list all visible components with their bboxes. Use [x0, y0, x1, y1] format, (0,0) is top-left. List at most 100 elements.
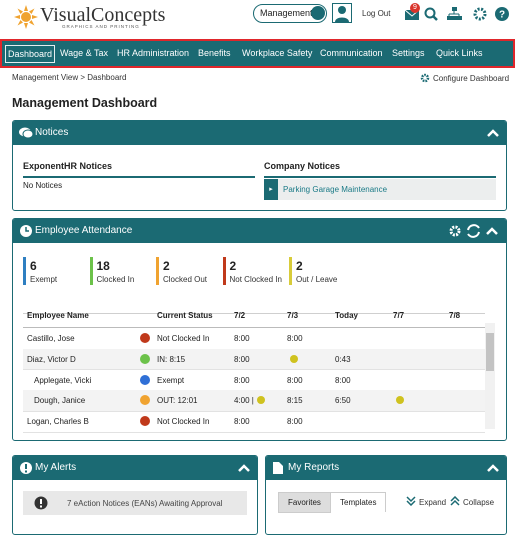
- stat-count: 2: [296, 259, 303, 273]
- column-header: 7/2: [234, 311, 246, 320]
- panel-actions[interactable]: [448, 224, 500, 238]
- stat-label[interactable]: Out / Leave: [296, 275, 338, 284]
- stat-bar: [222, 257, 226, 285]
- nav-item[interactable]: Workplace Safety: [242, 48, 313, 58]
- status: Not Clocked In: [157, 417, 210, 427]
- alerts-panel: My Alerts 7 eAction Notices (EANs) Await…: [12, 455, 258, 535]
- employee-name[interactable]: Logan, Charles B: [27, 417, 89, 427]
- nav-item[interactable]: Communication: [320, 48, 383, 58]
- stat-bar: [89, 257, 93, 285]
- notice-marker: ▸: [264, 179, 278, 200]
- alert-item[interactable]: 7 eAction Notices (EANs) Awaiting Approv…: [23, 491, 247, 515]
- collapse[interactable]: Collapse: [463, 498, 495, 507]
- status: IN: 8:15: [157, 354, 186, 364]
- notice-text: No Notices: [23, 181, 63, 190]
- stat-label[interactable]: Not Clocked In: [229, 275, 282, 284]
- stat-count: 6: [30, 259, 37, 273]
- row-stripe: [23, 390, 485, 412]
- nav-item[interactable]: Settings: [392, 48, 425, 58]
- time-cell: 8:00: [287, 417, 303, 427]
- stat-count: 18: [96, 259, 110, 273]
- table-rule: [23, 327, 495, 328]
- configure-dashboard[interactable]: Configure Dashboard: [433, 74, 510, 83]
- leave-dot: [396, 396, 404, 405]
- column-header: Current Status: [157, 311, 213, 320]
- notice-link[interactable]: Parking Garage Maintenance: [283, 185, 388, 194]
- notice-item[interactable]: ▸ Parking Garage Maintenance: [264, 179, 496, 200]
- panel-header: Employee Attendance: [13, 219, 506, 243]
- nav-item[interactable]: Wage & Tax: [60, 48, 109, 58]
- reports-panel: My Reports Favorites Templates Expand Co…: [265, 455, 507, 535]
- status-dot: [140, 333, 150, 343]
- logout[interactable]: Log Out: [362, 9, 391, 18]
- column-header: Today: [335, 311, 358, 320]
- nav-item[interactable]: HR Administration: [117, 48, 190, 58]
- employee-name[interactable]: Diaz, Victor D: [27, 354, 76, 364]
- stat-bar: [156, 257, 159, 285]
- toggle-knob: [311, 6, 325, 20]
- panel-title: Employee Attendance: [35, 225, 133, 236]
- stat-label[interactable]: Exempt: [30, 275, 58, 284]
- doc-icon: [273, 462, 283, 474]
- time-cell: 8:00: [287, 334, 303, 343]
- alert-text: 7 eAction Notices (EANs) Awaiting Approv…: [67, 499, 223, 508]
- profile-icon[interactable]: [332, 3, 352, 23]
- breadcrumb-item[interactable]: Management View: [12, 73, 79, 82]
- time-cell: 8:00: [287, 375, 303, 385]
- column-header: 7/8: [449, 311, 461, 320]
- toggle-label: Management: [260, 8, 313, 18]
- leave-dot: [290, 354, 298, 363]
- expand-icon: [406, 496, 416, 506]
- panel-header: Notices: [13, 121, 506, 145]
- mail-badge: 9: [410, 3, 420, 13]
- breadcrumb: Management View > Dashboard: [12, 73, 127, 82]
- employee-name[interactable]: Dough, Janice: [34, 396, 86, 406]
- panel-title: My Reports: [288, 462, 340, 473]
- time-cell: 8:15: [287, 396, 303, 406]
- stat-bar: [289, 257, 292, 285]
- section-title: ExponentHR Notices: [23, 161, 113, 171]
- gear-icon: [420, 73, 430, 83]
- collapse-icon[interactable]: [237, 462, 251, 474]
- logo-text: VisualConcepts: [40, 4, 166, 26]
- column-header: 7/7: [393, 311, 405, 320]
- column-header: Employee Name: [27, 311, 89, 320]
- alert-icon: [20, 462, 32, 474]
- logo-icon: [14, 5, 38, 29]
- section-rule: [264, 176, 496, 178]
- time-cell: 4:00 |: [234, 396, 254, 406]
- nav-item[interactable]: Quick Links: [436, 48, 483, 58]
- collapse-icon[interactable]: [486, 127, 500, 139]
- stat-count: 2: [229, 259, 237, 273]
- status: Exempt: [157, 375, 185, 385]
- time-cell: 0:43: [335, 354, 351, 364]
- time-cell: 8:00: [234, 334, 250, 343]
- nav-item[interactable]: Benefits: [198, 48, 231, 58]
- section-title: Company Notices: [264, 161, 341, 171]
- collapse-icon[interactable]: [486, 462, 500, 474]
- logo-tagline: GRAPHICS AND PRINTING: [62, 24, 140, 29]
- panel-title: Notices: [35, 127, 69, 138]
- stat-count: 2: [163, 259, 170, 273]
- section-rule: [23, 176, 255, 178]
- employee-name[interactable]: Applegate, Vicki: [34, 375, 92, 385]
- panel-header: My Alerts: [13, 456, 257, 480]
- header-icons[interactable]: ?: [404, 3, 514, 25]
- stat-label[interactable]: Clocked Out: [163, 275, 208, 284]
- tab-active[interactable]: Templates: [330, 492, 387, 512]
- employee-name[interactable]: Castillo, Jose: [27, 334, 75, 343]
- scrollbar[interactable]: [485, 323, 495, 429]
- nav-item[interactable]: Dashboard: [5, 45, 56, 63]
- expand[interactable]: Expand: [419, 498, 447, 507]
- notices-panel: Notices ExponentHR Notices No Notices Co…: [12, 120, 507, 211]
- row-rule: [23, 369, 485, 371]
- row-rule: [23, 410, 485, 412]
- time-cell: 6:50: [335, 396, 351, 406]
- attendance-panel: Employee Attendance 6 Exempt 18 Clocked In 2…: [12, 218, 507, 441]
- mode-toggle[interactable]: Management: [253, 4, 327, 23]
- page: VisualConcepts GRAPHICS AND PRINTING Man…: [0, 3, 515, 535]
- main-nav: Dashboard Wage & Tax HR Administration Bene…: [0, 39, 515, 68]
- tab[interactable]: Favorites: [278, 492, 331, 513]
- stat-label[interactable]: Clocked In: [96, 275, 135, 284]
- scroll-thumb[interactable]: [486, 333, 494, 371]
